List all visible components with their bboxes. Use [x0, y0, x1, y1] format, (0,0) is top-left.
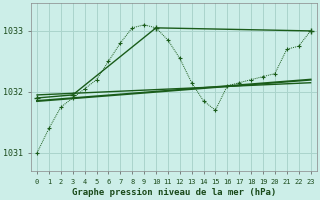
X-axis label: Graphe pression niveau de la mer (hPa): Graphe pression niveau de la mer (hPa)	[72, 188, 276, 197]
